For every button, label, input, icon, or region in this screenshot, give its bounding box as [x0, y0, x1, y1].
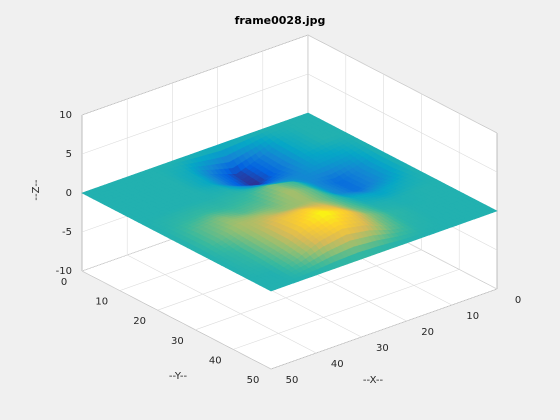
- x-tick-label: 0: [515, 295, 521, 306]
- grid-line: [233, 269, 460, 350]
- grid-line: [81, 34, 309, 116]
- z-tick-label: -10: [56, 266, 72, 277]
- x-tick-label: 30: [376, 343, 389, 354]
- grid-line: [81, 73, 309, 155]
- x-tick-label: 10: [466, 311, 479, 322]
- x-tick-label: 50: [286, 375, 299, 386]
- grid-line: [81, 270, 272, 370]
- z-tick-label: 0: [66, 188, 72, 199]
- y-tick-label: 50: [247, 375, 260, 386]
- y-tick-label: 20: [133, 316, 146, 327]
- grid-line: [307, 73, 498, 173]
- x-tick-label: 40: [331, 359, 344, 370]
- z-tick-label: -5: [62, 227, 72, 238]
- z-tick-label: 10: [59, 110, 72, 121]
- chart-title: frame0028.jpg: [235, 14, 326, 27]
- grid-line: [307, 34, 498, 134]
- y-tick-label: 30: [171, 336, 184, 347]
- y-tick-label: 10: [95, 297, 108, 308]
- surface-patch: [266, 287, 277, 292]
- z-axis-label: --Z--: [31, 179, 42, 201]
- y-tick-label: 40: [209, 355, 222, 366]
- y-tick-label: 0: [61, 277, 67, 288]
- y-axis-label: --Y--: [169, 371, 188, 382]
- grid-line: [270, 288, 498, 370]
- grid-line: [195, 249, 422, 331]
- z-tick-label: 5: [66, 149, 72, 160]
- grid-line: [127, 254, 317, 354]
- x-tick-label: 20: [421, 327, 434, 338]
- x-axis-label: --X--: [363, 375, 384, 386]
